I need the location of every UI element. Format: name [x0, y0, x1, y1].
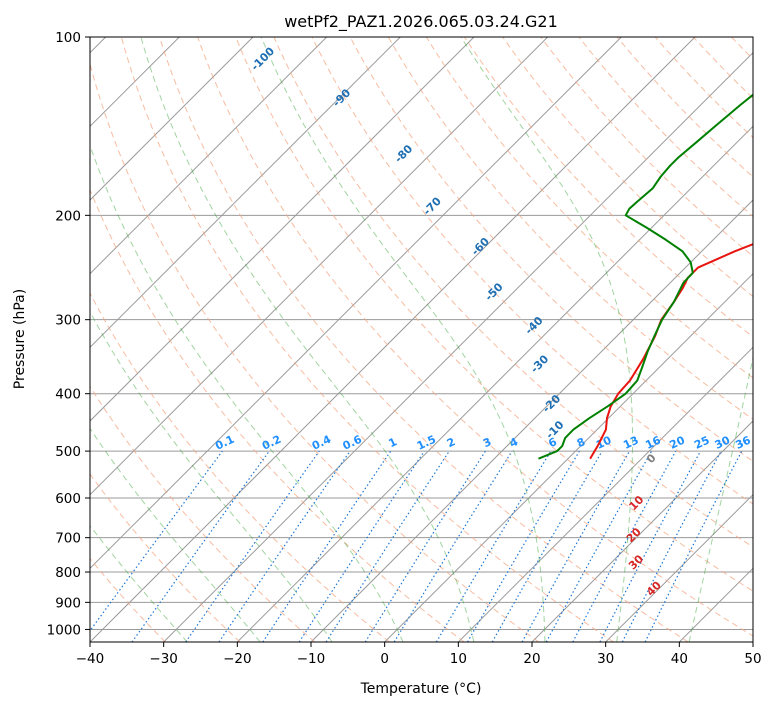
mixing-ratio-label: 13: [621, 434, 640, 452]
mixing-ratio-line: [298, 450, 425, 642]
isotherm-line: [90, 37, 254, 201]
x-axis: −40 −30 −20 −10 0 10 20 30 40 50: [76, 642, 762, 667]
moist-adiabat-line: [140, 37, 475, 642]
isotherm-line: [163, 51, 753, 642]
dry-adiabat-line: [90, 473, 241, 642]
moist-adiabat-line: [90, 310, 333, 642]
chart-title: wetPf2_PAZ1.2026.065.03.24.G21: [284, 12, 558, 32]
mixing-ratio-line: [131, 450, 270, 642]
moist-adiabats: [90, 37, 753, 642]
mixing-ratio-label: 25: [692, 434, 711, 452]
x-tick-label: 20: [523, 651, 540, 667]
moist-adiabat-line: [90, 427, 261, 642]
dry-adiabat-line: [159, 37, 689, 642]
dry-adiabat-line: [197, 37, 753, 637]
dry-adiabat-line: [90, 292, 390, 642]
mixing-ratio-labels: 0.1 0.2 0.4 0.6 1 1.5 2 3 4 6 8 10 13 16 20 25 30 36: [213, 433, 753, 453]
isotherm-line: [90, 37, 475, 422]
mixing-ratio-line: [218, 450, 351, 642]
x-tick-label: −40: [76, 651, 105, 667]
isotherm-grid: [90, 37, 753, 642]
dry-adiabat-line: [502, 37, 753, 298]
x-tick-label: −30: [149, 651, 178, 667]
isobar-grid: [90, 37, 753, 630]
y-tick-label: 800: [55, 565, 81, 581]
mixing-ratio-line: [185, 450, 320, 642]
moist-adiabat-line: [460, 37, 633, 642]
isotherm-line: [90, 37, 696, 642]
isotherm-line: [310, 199, 753, 642]
y-tick-label: 100: [55, 30, 81, 46]
mixing-ratio-line: [325, 450, 450, 642]
dry-adiabat-line: [425, 37, 753, 379]
y-tick-label: 200: [55, 208, 81, 224]
dry-adiabat-line: [349, 37, 753, 462]
y-tick-label: 600: [55, 491, 81, 507]
temperature-profile-line: [589, 243, 753, 460]
plot-area: -100-90-80-70-60-50-40-30-20-10010203040…: [90, 37, 753, 642]
x-tick-label: −10: [297, 651, 326, 667]
mixing-ratio-line: [262, 450, 392, 642]
y-axis: 1000 900 800 700 600 500 400 300 200 100: [47, 30, 90, 638]
dry-adiabat-line: [387, 37, 753, 420]
moist-adiabat-line: [90, 144, 404, 642]
y-tick-label: 500: [55, 444, 81, 460]
moist-adiabat-line: [90, 524, 188, 642]
isotherm-line: [90, 37, 622, 570]
isotherm-line: [531, 420, 753, 642]
mixing-ratio-line: [572, 450, 677, 642]
x-tick-label: 30: [597, 651, 614, 667]
dry-adiabat-line: [311, 37, 753, 505]
mixing-ratio-line: [644, 450, 743, 642]
isotherm-line: [384, 272, 753, 642]
moist-adiabat-line: [688, 355, 753, 642]
mixing-ratio-lines: [90, 450, 743, 642]
x-axis-label: Temperature (°C): [360, 681, 482, 697]
mixing-ratio-line: [545, 450, 653, 642]
y-tick-label: 300: [55, 313, 81, 329]
dry-adiabat-line: [90, 385, 316, 642]
dry-adiabat-line: [273, 37, 753, 548]
dry-adiabat-line: [235, 37, 753, 592]
dry-adiabat-line: [90, 188, 465, 642]
dry-adiabat-line: [90, 62, 540, 642]
mixing-ratio-line: [393, 450, 513, 642]
plot-frame: [89, 36, 754, 643]
y-tick-label: 700: [55, 531, 81, 547]
isotherm-line: [90, 37, 328, 275]
dry-adiabat-line: [120, 37, 614, 642]
mixing-ratio-line: [90, 450, 223, 632]
sounding-profiles: [538, 93, 753, 460]
mixing-ratio-label: 20: [668, 433, 688, 451]
y-axis-label: Pressure (hPa): [12, 289, 28, 389]
isotherm-line: [605, 493, 753, 642]
x-tick-label: 0: [380, 651, 389, 667]
x-tick-label: 10: [450, 651, 467, 667]
y-tick-label: 900: [55, 595, 81, 611]
mixing-ratio-label: 16: [643, 433, 663, 451]
isotherm-line: [90, 37, 549, 496]
x-tick-label: −20: [223, 651, 252, 667]
dry-adiabats: [90, 37, 753, 642]
x-tick-label: 50: [744, 651, 761, 667]
isotherm-line: [457, 346, 753, 642]
x-tick-label: 40: [671, 651, 688, 667]
y-tick-label: 1000: [47, 622, 81, 638]
dewpoint-profile-line: [538, 93, 753, 460]
mixing-ratio-label: 36: [733, 433, 753, 451]
isotherm-line: [90, 37, 401, 349]
y-tick-label: 400: [55, 387, 81, 403]
moist-adiabat-line: [260, 37, 546, 642]
mixing-ratio-line: [521, 450, 631, 642]
mixing-ratio-label: 10: [594, 433, 614, 451]
isotherm-line: [236, 125, 753, 642]
mixing-ratio-label: 30: [713, 433, 733, 451]
